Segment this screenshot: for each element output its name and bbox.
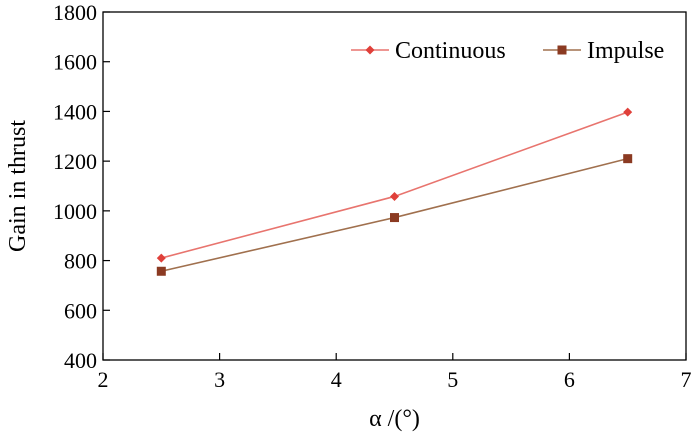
y-tick-label: 1400 bbox=[53, 99, 97, 124]
y-tick-label: 800 bbox=[64, 249, 97, 274]
data-point-impulse bbox=[623, 154, 633, 164]
series-line-continuous bbox=[161, 111, 628, 259]
data-point-impulse bbox=[390, 213, 399, 223]
y-tick-label: 600 bbox=[64, 298, 97, 323]
x-tick-label: 3 bbox=[214, 367, 225, 392]
x-axis-label: α /(°) bbox=[369, 406, 420, 432]
x-tick-label: 2 bbox=[98, 367, 109, 392]
legend-marker-impulse bbox=[557, 45, 567, 55]
data-point-continuous bbox=[156, 253, 166, 263]
y-axis-label: Gain in thrust bbox=[5, 120, 31, 252]
y-tick-label: 1600 bbox=[53, 50, 97, 75]
plot-area-frame bbox=[102, 11, 687, 361]
x-tick-label: 4 bbox=[331, 367, 342, 392]
x-tick-label: 5 bbox=[447, 367, 458, 392]
y-tick-label: 400 bbox=[64, 348, 97, 373]
y-tick-label: 1800 bbox=[53, 0, 97, 25]
data-point-continuous bbox=[390, 191, 399, 201]
data-point-continuous bbox=[623, 107, 633, 117]
x-tick-label: 7 bbox=[681, 367, 692, 392]
y-tick-label: 1200 bbox=[53, 149, 97, 174]
legend-marker-continuous bbox=[365, 45, 375, 55]
x-tick-label: 6 bbox=[564, 367, 575, 392]
legend-label-continuous: Continuous bbox=[395, 38, 506, 64]
y-tick-label: 1000 bbox=[53, 199, 97, 224]
data-point-impulse bbox=[156, 266, 166, 276]
legend-label-impulse: Impulse bbox=[587, 38, 664, 64]
